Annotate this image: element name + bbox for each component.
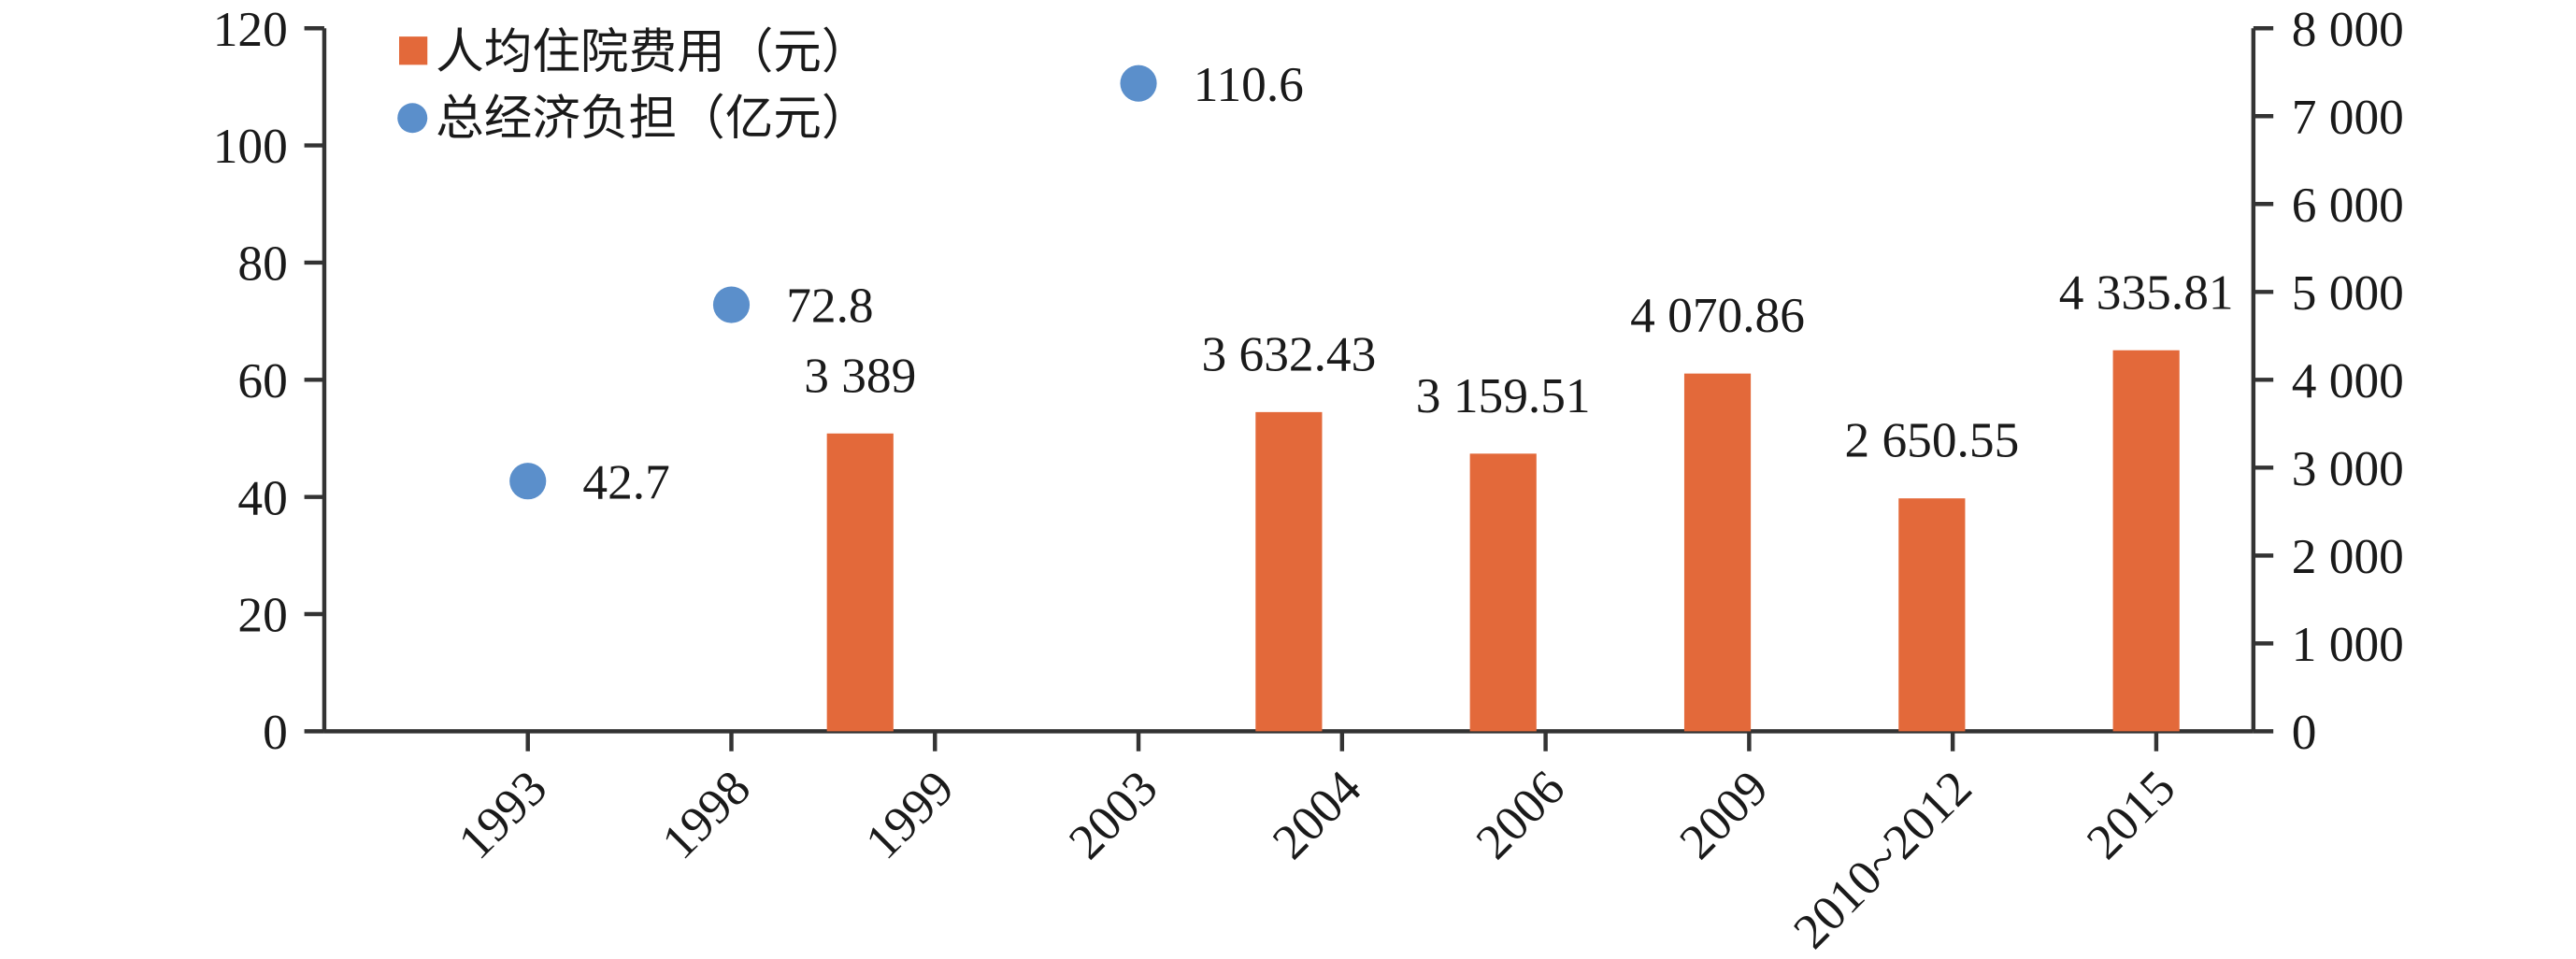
right-axis-tick-label: 0: [2292, 704, 2317, 760]
legend-label-scatter: 总经济负担（亿元）: [436, 93, 869, 146]
scatter-series: 42.7 72.8 110.6: [509, 56, 1304, 509]
right-axis-tick-label: 2 000: [2292, 528, 2404, 584]
bar-data-label: 3 632.43: [1201, 325, 1376, 381]
scatter-data-label: 42.7: [582, 453, 669, 509]
bar-data-label: 2 650.55: [1844, 412, 2019, 468]
right-axis-tick-label: 8 000: [2292, 1, 2404, 57]
x-axis-tick-label: 1998: [651, 759, 761, 869]
right-axis-tick-label: 3 000: [2292, 440, 2404, 496]
bar: [826, 433, 894, 732]
bar-data-label: 4 070.86: [1630, 287, 1805, 343]
bar-series: 3 389 3 632.43 3 159.51 4 070.86 2 650.55 4 3…: [804, 264, 2234, 732]
right-axis-tick-label: 5 000: [2292, 265, 2404, 321]
legend-label-bar: 人均住院费用（元）: [436, 26, 869, 79]
bar: [1469, 453, 1537, 732]
legend-marker-scatter: [397, 103, 428, 134]
right-axis-tick-label: 4 000: [2292, 352, 2404, 408]
x-axis-tick-label: 2003: [1058, 759, 1168, 869]
bar: [1255, 411, 1323, 732]
left-axis-tick-label: 60: [237, 352, 287, 408]
x-axis-tick-label: 2004: [1262, 759, 1372, 869]
scatter-point: [712, 286, 751, 323]
scatter-point: [1120, 64, 1157, 102]
x-axis-tick-label: 2009: [1668, 759, 1779, 869]
left-axis-tick-label: 40: [237, 469, 287, 525]
right-axis-tick-label: 6 000: [2292, 177, 2404, 233]
scatter-point: [509, 463, 547, 500]
bar-data-label: 3 159.51: [1416, 367, 1591, 423]
bar-data-label: 4 335.81: [2059, 264, 2234, 320]
x-axis-tick-label: 1999: [854, 759, 965, 869]
left-axis-tick-label: 20: [237, 587, 287, 643]
right-axis-tick-label: 7 000: [2292, 89, 2404, 145]
x-axis-tick-label: 2015: [2076, 759, 2186, 869]
x-axis-tick-label: 1993: [447, 759, 557, 869]
scatter-data-label: 110.6: [1194, 56, 1304, 112]
left-axis-tick-label: 0: [263, 704, 288, 760]
bar: [1898, 498, 1966, 732]
legend-marker-bar: [399, 36, 428, 65]
legend: 人均住院费用（元） 总经济负担（亿元）: [397, 26, 869, 146]
left-axis-tick-label: 120: [213, 1, 288, 57]
bar: [2112, 350, 2180, 732]
right-axis-tick-label: 1 000: [2292, 616, 2404, 672]
x-axis-tick-label: 2006: [1465, 759, 1575, 869]
left-axis-tick-label: 80: [237, 236, 287, 292]
x-axis-tick-label: 2010~2012: [1782, 759, 1982, 959]
bar: [1683, 373, 1752, 732]
scatter-data-label: 72.8: [786, 278, 873, 334]
bar-data-label: 3 389: [804, 347, 916, 403]
left-axis-tick-label: 100: [213, 118, 288, 174]
